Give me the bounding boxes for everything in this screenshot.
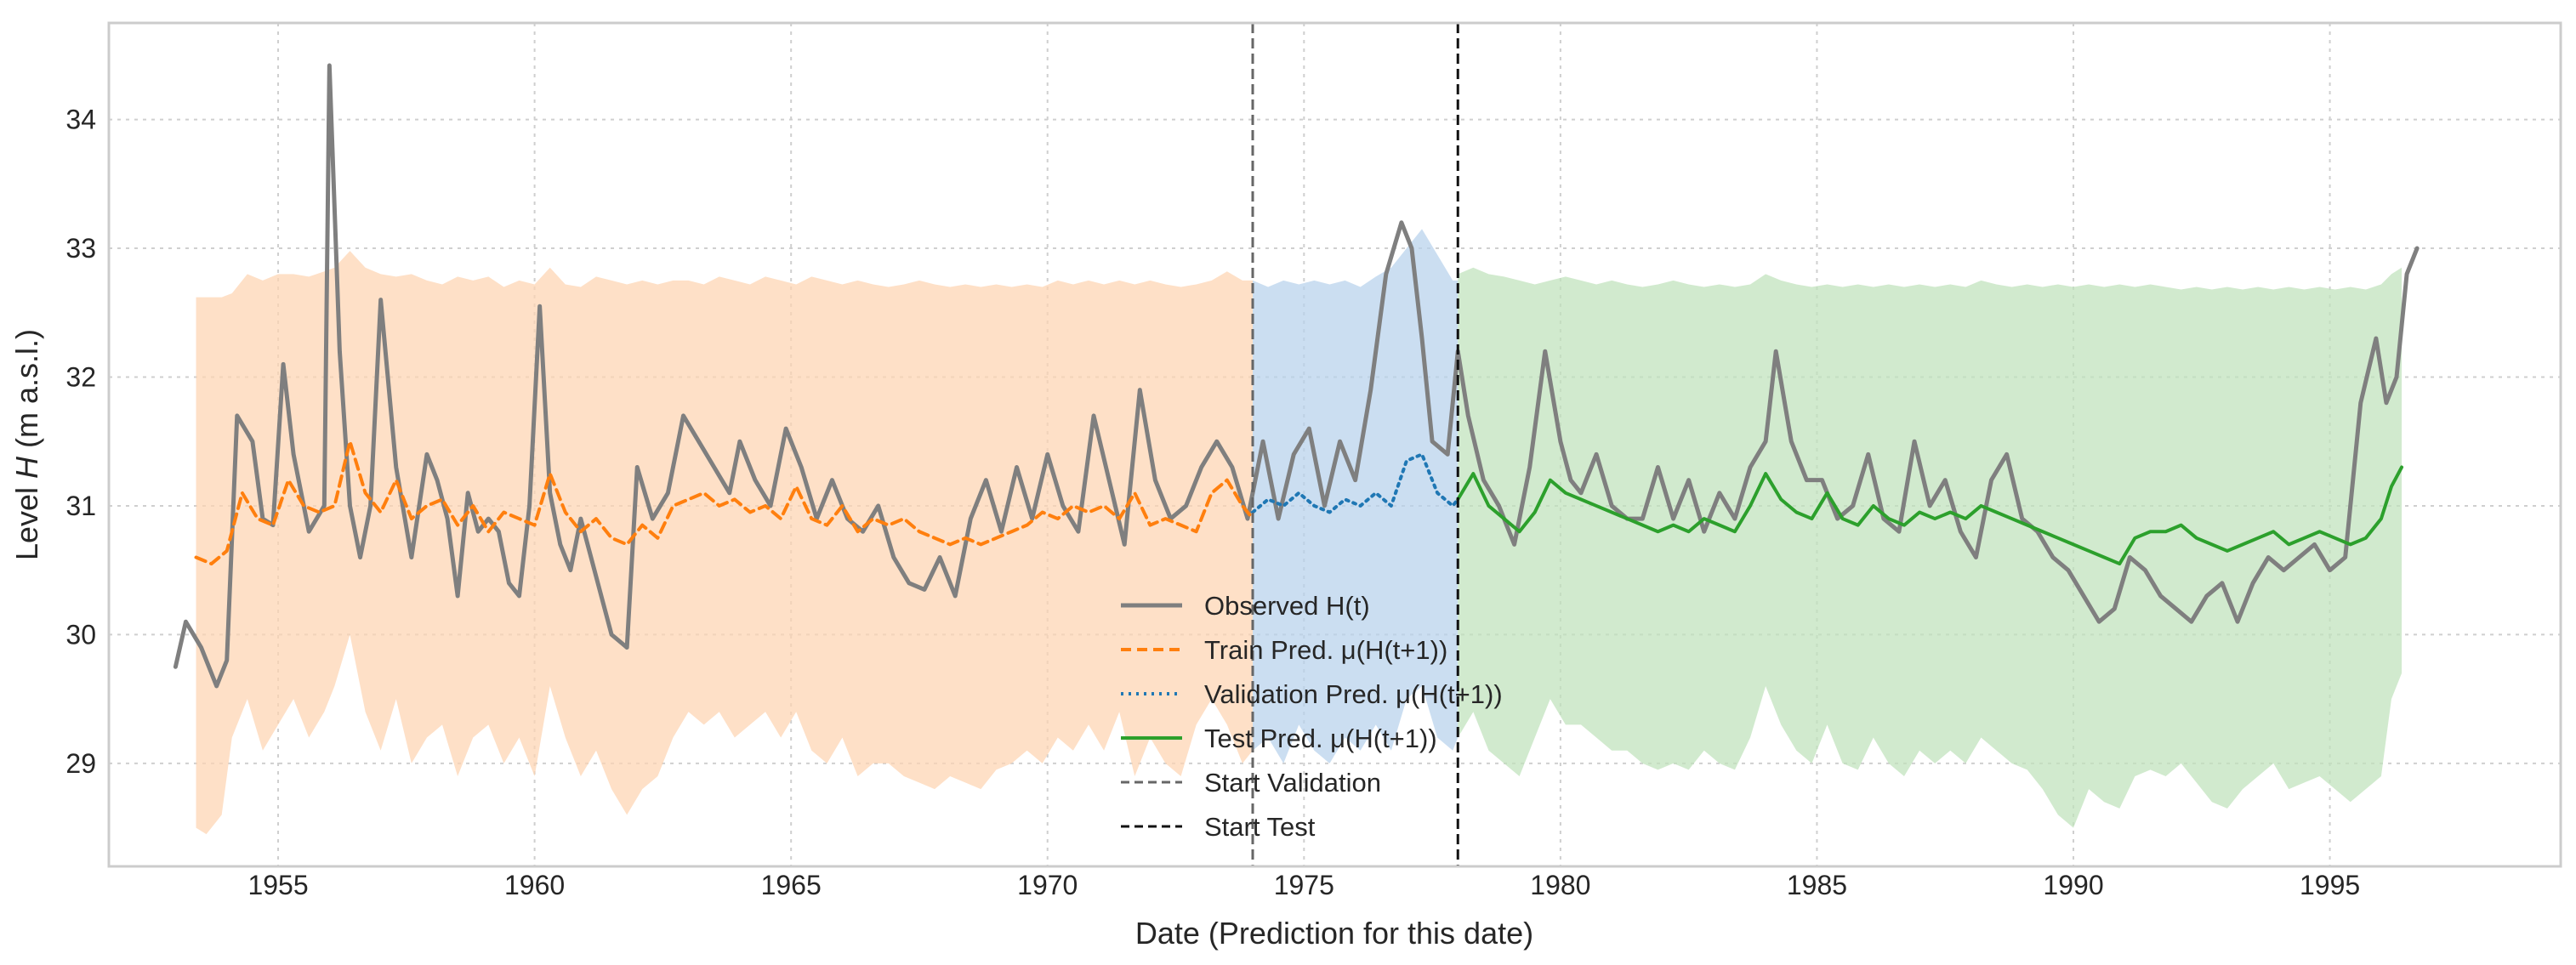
start-lines [1251,23,1459,866]
series-line-validation-pred [1250,452,1460,514]
y-tick-label: 33 [65,233,96,264]
prediction-intervals [196,229,2403,835]
interval-band-validation [1252,229,1459,763]
legend: Observed H(t) Train Pred. μ(H(t+1)) Valida… [1121,591,1503,842]
y-tick-label: 30 [65,619,96,650]
x-tick-label: 1965 [761,870,822,900]
interval-band-train [196,251,1253,835]
x-tick-label: 1985 [1787,870,1847,900]
series-line-observed [173,63,2420,689]
x-tick-label: 1960 [504,870,565,900]
x-tick-label: 1955 [247,870,308,900]
legend-label-test: Test Pred. μ(H(t+1)) [1204,724,1437,753]
series-lines [173,63,2420,689]
x-ticks: 1955 1960 1965 1970 1975 1980 1985 1990 1995 [247,870,2360,900]
legend-label-validation: Validation Pred. μ(H(t+1)) [1204,679,1503,709]
x-tick-label: 1980 [1530,870,1590,900]
y-tick-label: 34 [65,105,96,135]
y-tick-label: 31 [65,491,96,521]
legend-label-train: Train Pred. μ(H(t+1)) [1204,635,1447,665]
y-axis-label-var: H [9,456,44,479]
y-tick-label: 29 [65,748,96,779]
y-axis-label: Level H (m a.s.l.) [9,329,44,560]
legend-label-start_test: Start Test [1204,812,1316,842]
plot-frame [107,21,2562,868]
series-line-train-pred [194,440,1254,566]
y-ticks: 29 30 31 32 33 34 [65,105,96,779]
x-tick-label: 1975 [1274,870,1334,900]
x-tick-label: 1990 [2043,870,2103,900]
x-tick-label: 1970 [1017,870,1078,900]
y-axis-label-suffix: (m a.s.l.) [9,329,44,457]
series-line-test-pred [1456,465,2404,566]
x-tick-label: 1995 [2300,870,2360,900]
interval-band-test [1458,267,2403,828]
legend-label-observed: Observed H(t) [1204,591,1370,621]
y-axis-label-prefix: Level [9,479,44,560]
y-tick-label: 32 [65,361,96,392]
legend-label-start_validation: Start Validation [1204,768,1381,798]
x-axis-label: Date (Prediction for this date) [1135,916,1533,951]
